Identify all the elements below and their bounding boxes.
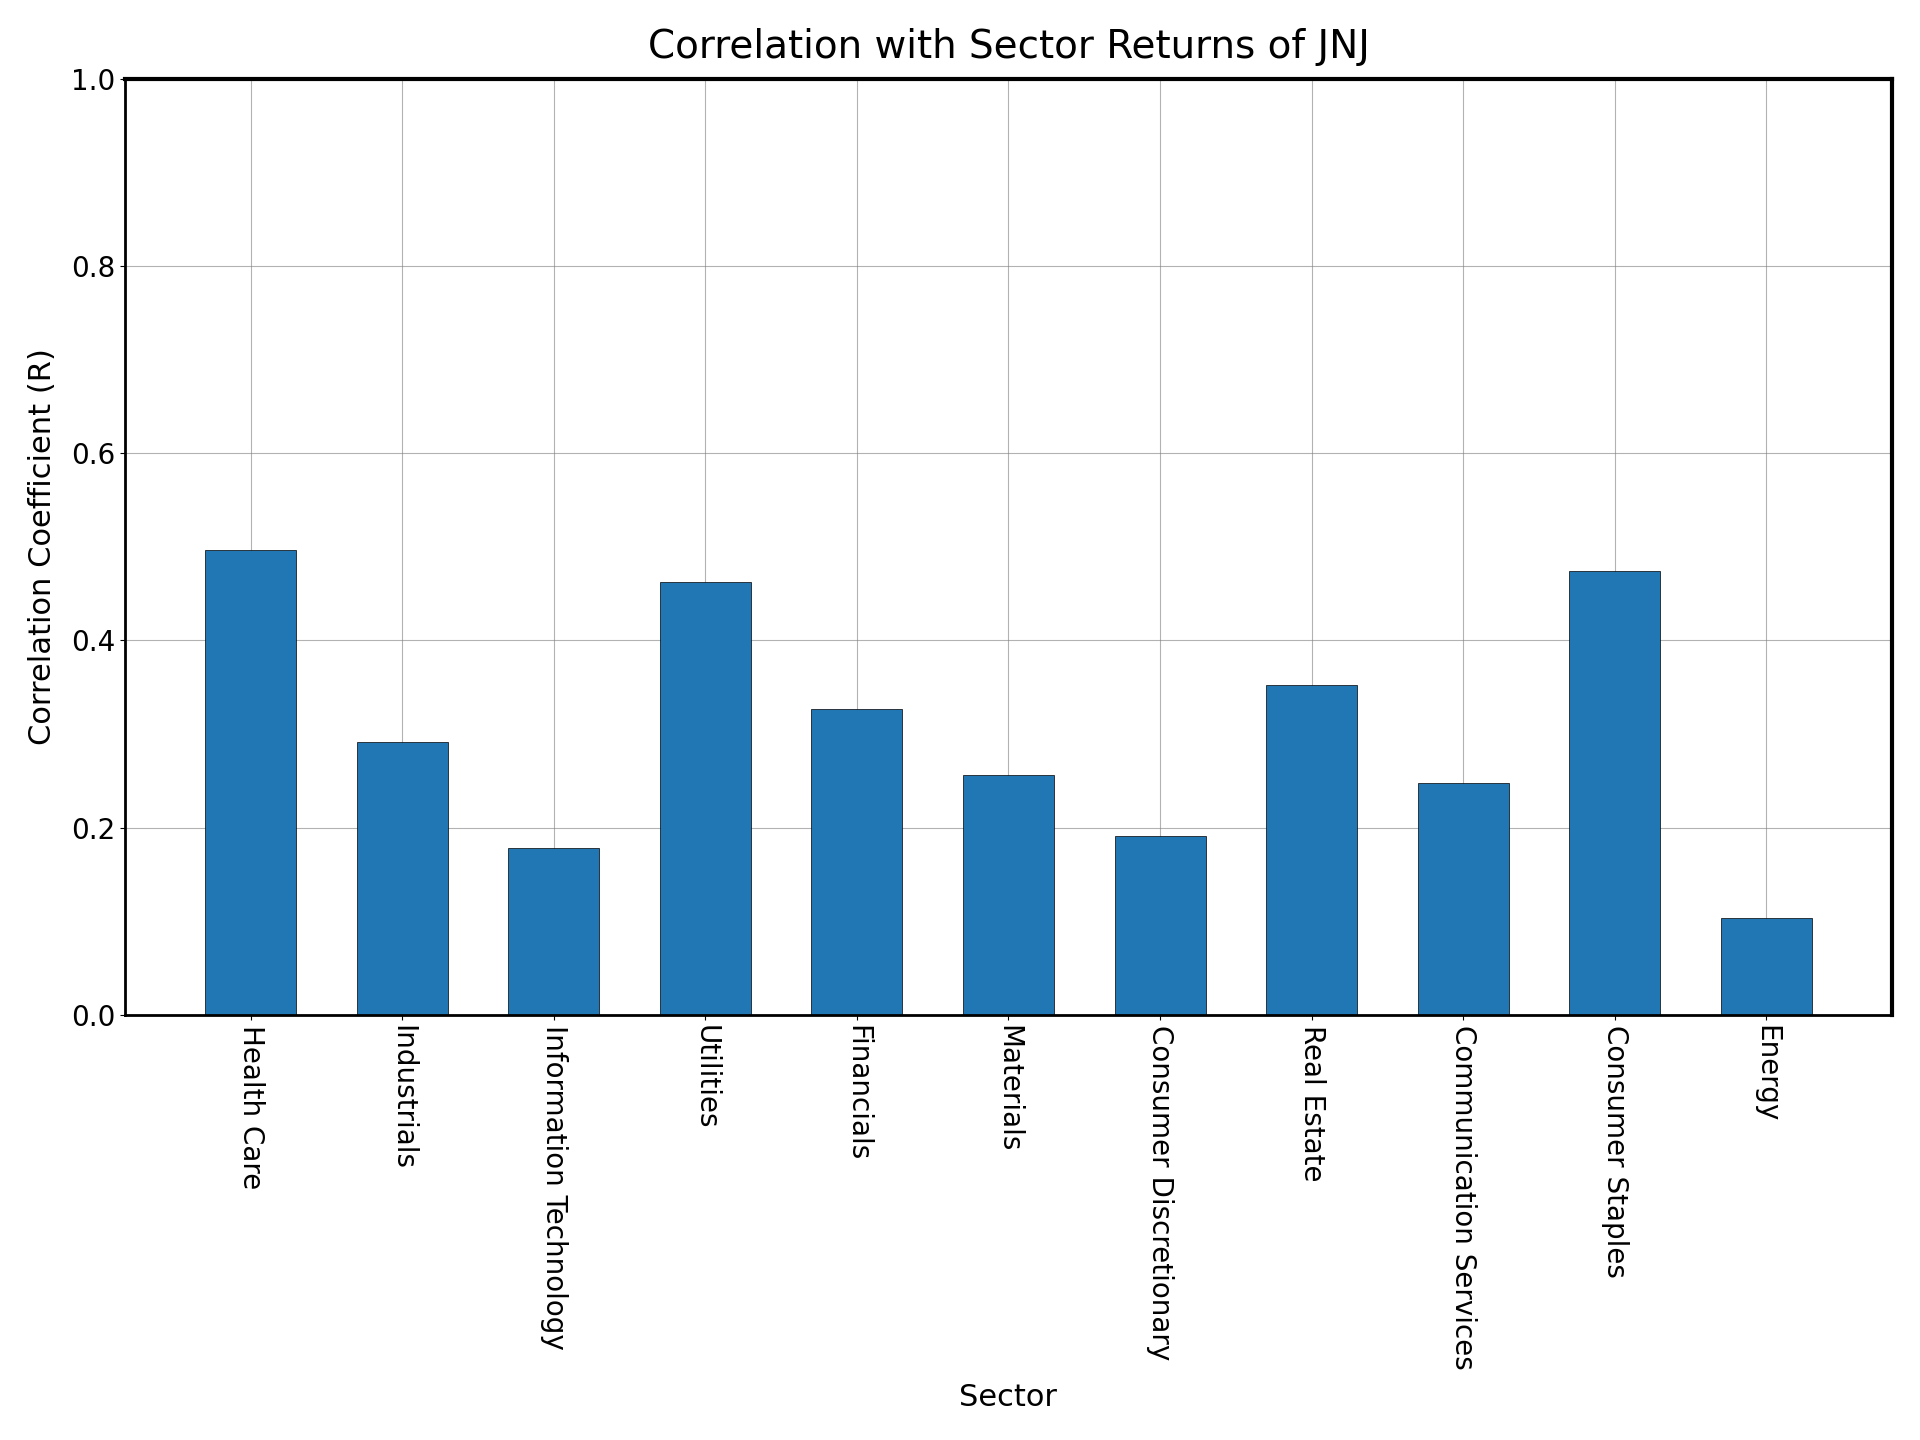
Bar [1265, 685, 1357, 1015]
Bar [205, 550, 296, 1015]
Bar [660, 582, 751, 1015]
Bar [1720, 919, 1812, 1015]
Bar [1116, 837, 1206, 1015]
Bar [964, 775, 1054, 1015]
Bar [812, 708, 902, 1015]
Y-axis label: Correlation Coefficient (R): Correlation Coefficient (R) [27, 348, 58, 744]
Bar [1569, 572, 1661, 1015]
X-axis label: Sector: Sector [960, 1384, 1058, 1413]
Title: Correlation with Sector Returns of JNJ: Correlation with Sector Returns of JNJ [647, 27, 1369, 66]
Bar [357, 743, 447, 1015]
Bar [1417, 783, 1509, 1015]
Bar [509, 848, 599, 1015]
